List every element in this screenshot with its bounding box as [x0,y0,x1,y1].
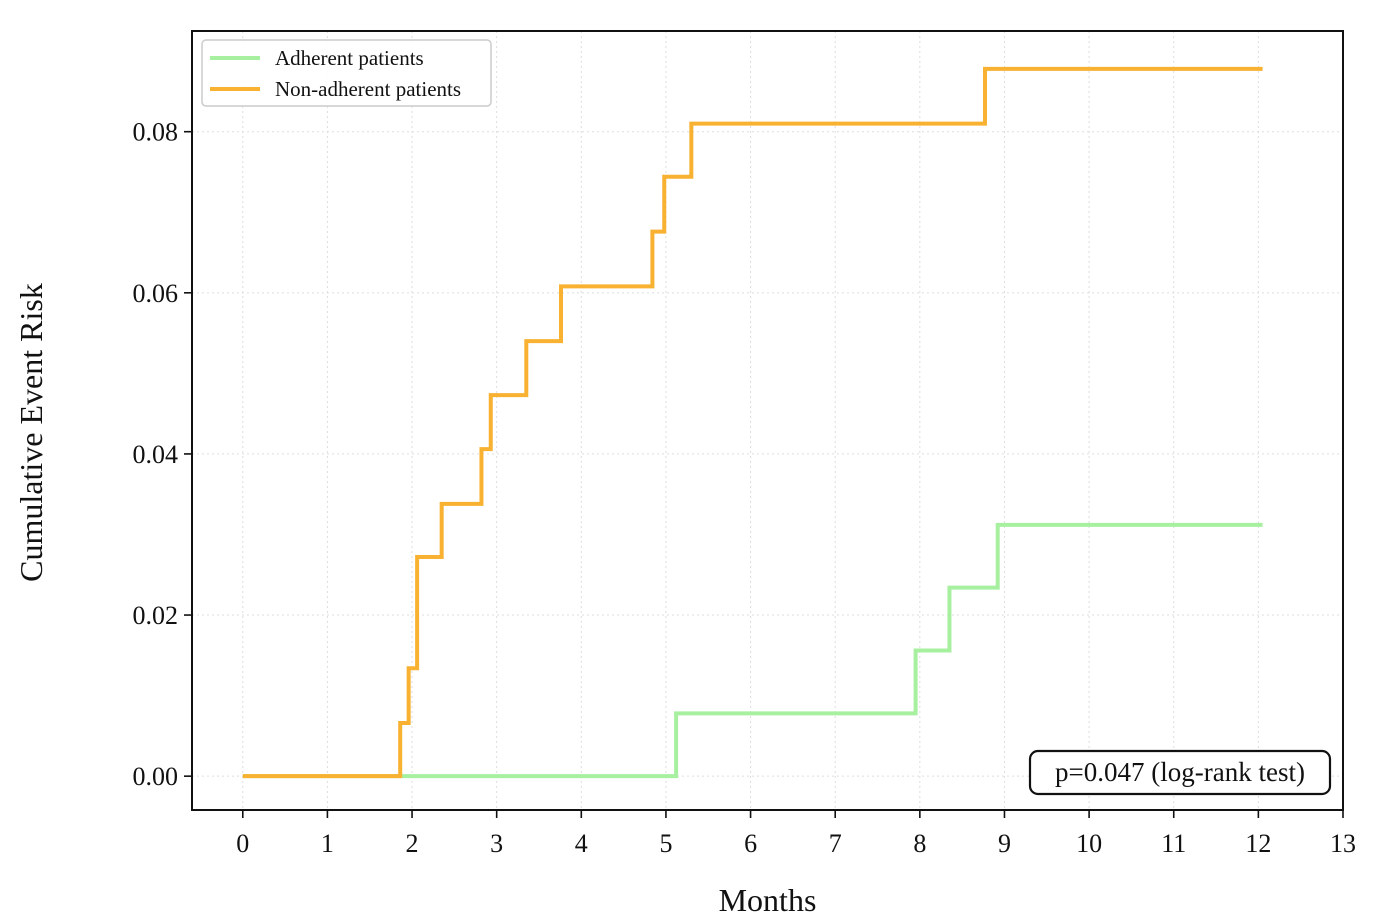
y-axis-title: Cumulative Event Risk [13,283,49,582]
x-tick-label: 1 [321,829,334,858]
y-tick-label: 0.00 [133,762,179,791]
y-tick-label: 0.02 [133,601,179,630]
x-tick-label: 10 [1076,829,1102,858]
y-tick-label: 0.06 [133,279,179,308]
x-tick-label: 8 [913,829,926,858]
legend-label: Non-adherent patients [275,77,461,101]
y-tick-label: 0.08 [133,118,179,147]
p-value-annotation: p=0.047 (log-rank test) [1028,749,1332,796]
series-layer [242,66,1263,779]
series-line-adherent [242,522,1263,779]
legend: Adherent patients Non-adherent patients [201,39,492,107]
x-tick-label: 3 [490,829,503,858]
x-tick-label: 12 [1245,829,1271,858]
x-tick-label: 6 [744,829,757,858]
legend-label: Adherent patients [275,46,424,70]
x-tick-label: 2 [406,829,419,858]
x-axis-title: Months [719,882,817,918]
x-tick-label: 7 [829,829,842,858]
x-tick-label: 9 [998,829,1011,858]
y-tick-label: 0.04 [133,440,179,469]
x-axis: 0 1 2 3 4 5 6 7 8 9 10 11 12 13 [236,810,1356,858]
plot-frame [191,30,1344,811]
grid [192,31,1344,810]
y-axis: 0.00 0.02 0.04 0.06 0.08 [133,118,192,791]
x-tick-label: 0 [236,829,249,858]
x-tick-label: 4 [575,829,588,858]
x-tick-label: 5 [659,829,672,858]
legend-box [201,39,492,107]
p-value-box [1028,749,1332,796]
p-value-text: p=0.047 (log-rank test) [1055,757,1305,787]
series-line-non-adherent [242,66,1263,779]
x-tick-label: 11 [1161,829,1186,858]
x-tick-label: 13 [1330,829,1356,858]
